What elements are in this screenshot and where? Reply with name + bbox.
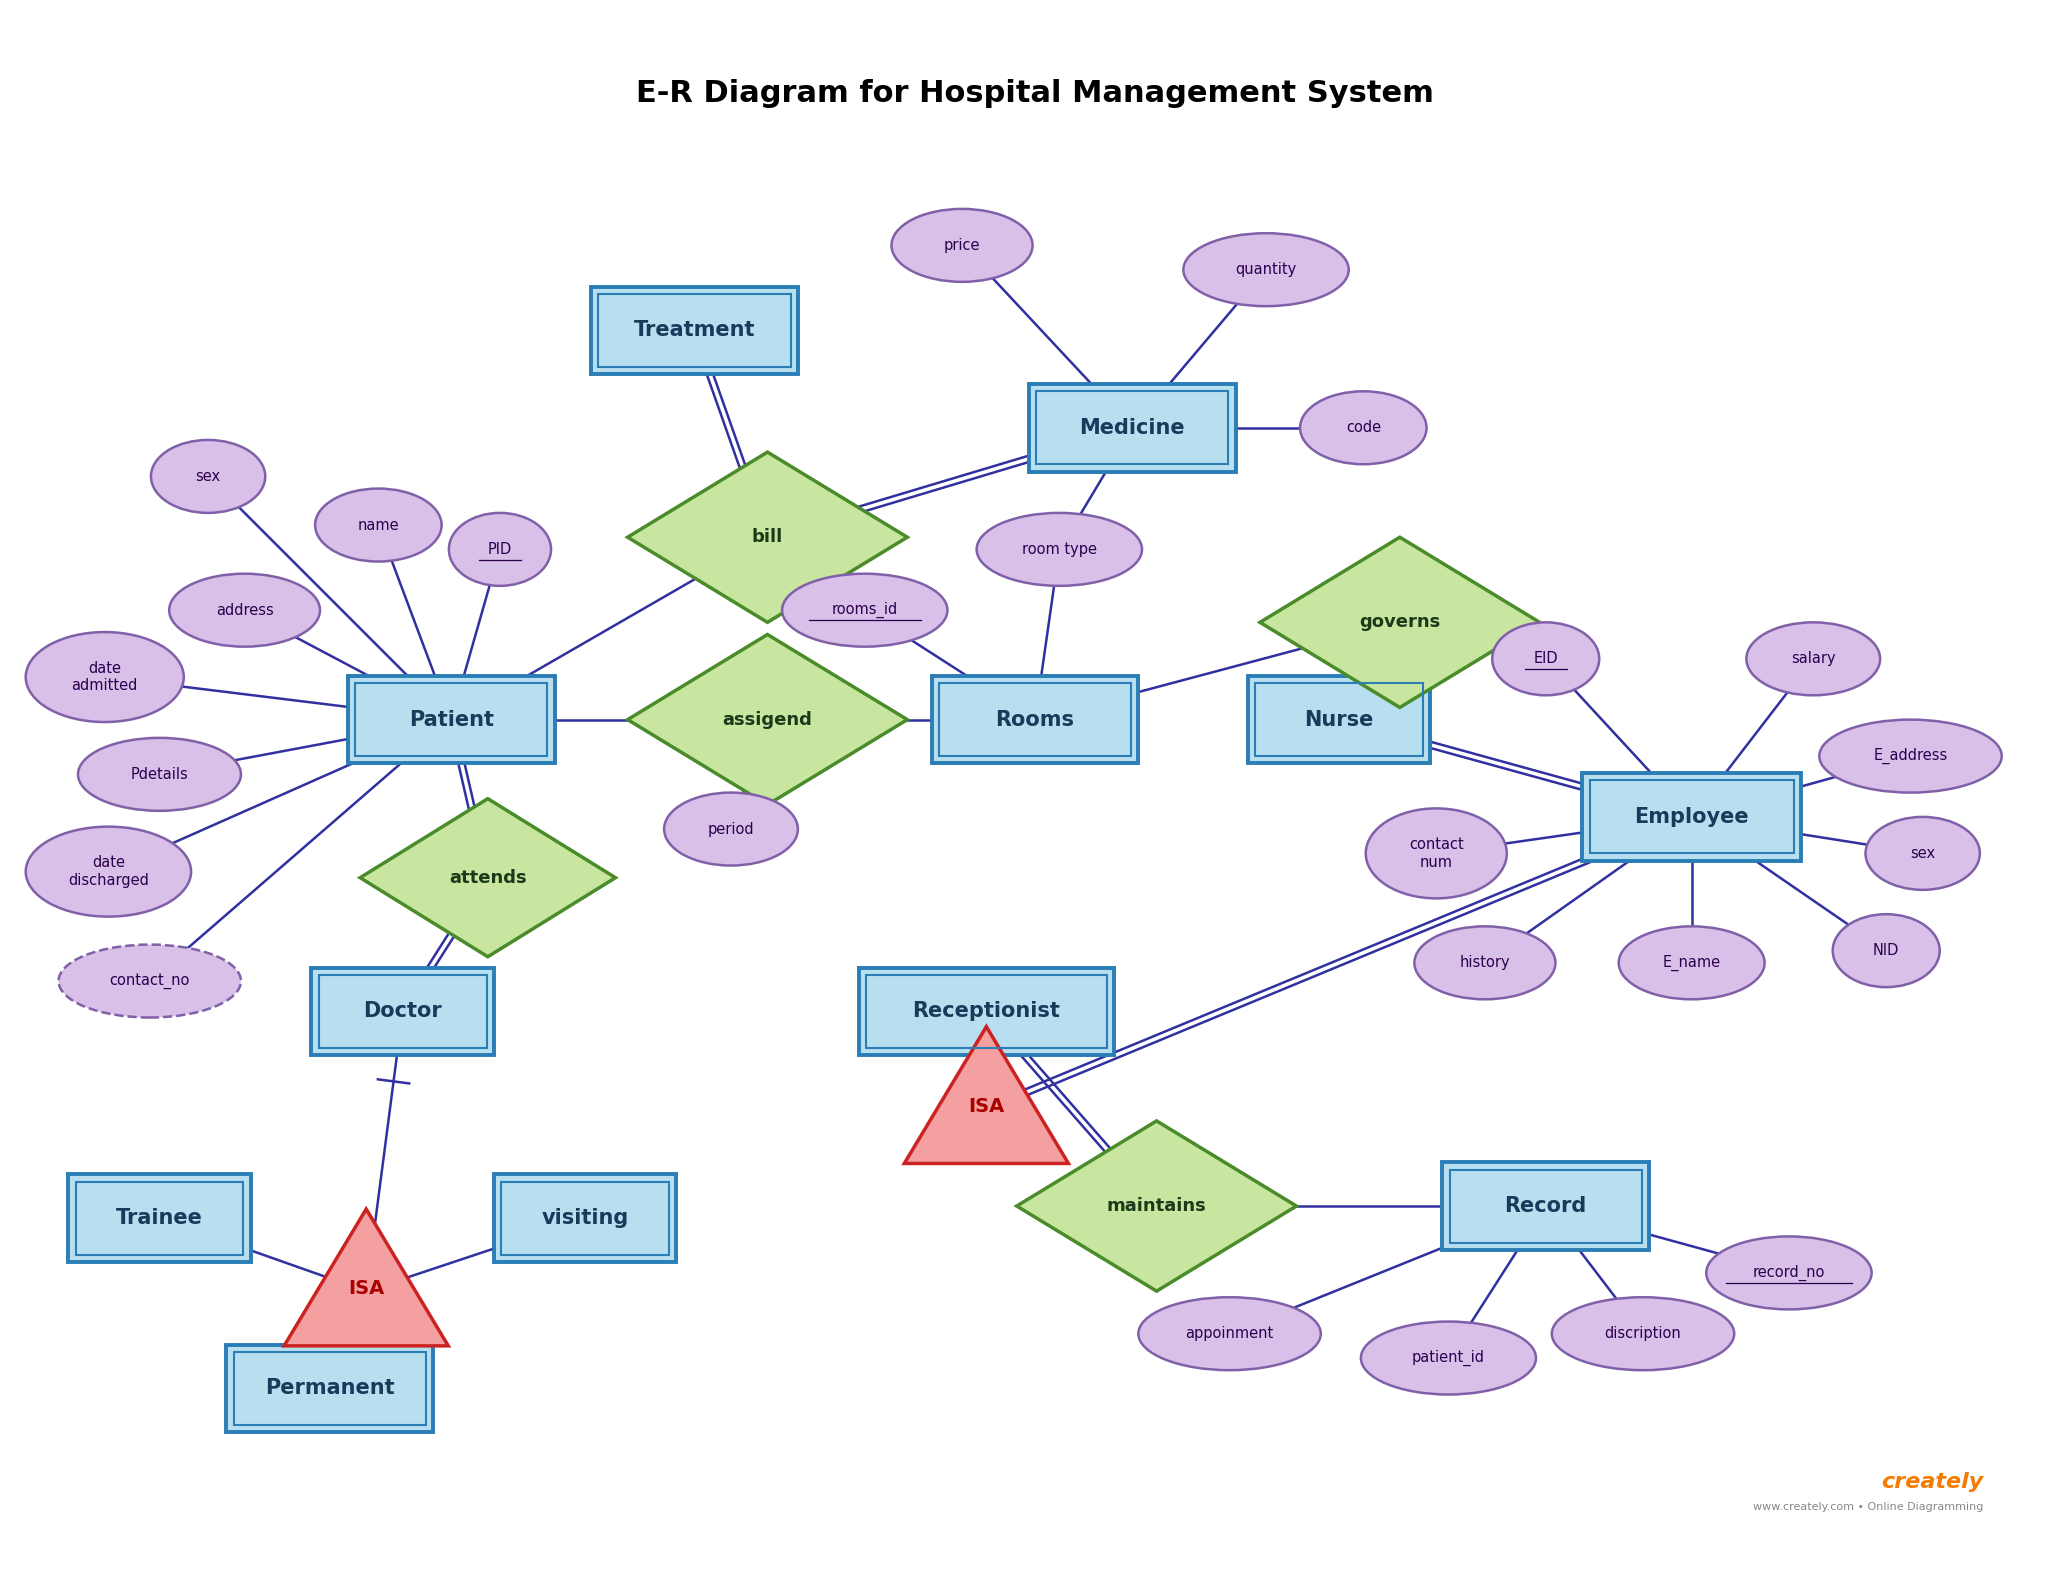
FancyBboxPatch shape — [68, 1175, 250, 1262]
Text: Record: Record — [1505, 1195, 1588, 1216]
Polygon shape — [1261, 538, 1540, 708]
Text: E_name: E_name — [1662, 955, 1720, 971]
Polygon shape — [627, 634, 907, 805]
Text: room type: room type — [1023, 541, 1097, 557]
Text: NID: NID — [1873, 944, 1900, 958]
FancyBboxPatch shape — [226, 1345, 433, 1431]
Text: date
discharged: date discharged — [68, 856, 149, 887]
Polygon shape — [627, 451, 907, 623]
Ellipse shape — [1138, 1298, 1321, 1370]
Ellipse shape — [892, 209, 1033, 282]
Ellipse shape — [1747, 623, 1880, 695]
Polygon shape — [1016, 1122, 1296, 1291]
Ellipse shape — [1820, 719, 2002, 793]
Text: code: code — [1346, 420, 1381, 436]
Ellipse shape — [449, 513, 551, 585]
Text: attends: attends — [449, 868, 526, 887]
Ellipse shape — [1832, 914, 1940, 988]
Text: sex: sex — [1911, 846, 1935, 860]
Ellipse shape — [315, 489, 441, 562]
FancyBboxPatch shape — [932, 676, 1138, 763]
Text: ISA: ISA — [969, 1096, 1004, 1115]
FancyBboxPatch shape — [1029, 384, 1236, 472]
Text: creately: creately — [1882, 1472, 1983, 1491]
Text: discription: discription — [1604, 1326, 1681, 1342]
Ellipse shape — [782, 574, 948, 647]
Text: Doctor: Doctor — [364, 1002, 443, 1021]
FancyBboxPatch shape — [592, 286, 797, 374]
Text: Employee: Employee — [1635, 807, 1749, 827]
Text: Rooms: Rooms — [996, 709, 1074, 730]
Text: Trainee: Trainee — [116, 1208, 203, 1229]
Text: E_address: E_address — [1873, 749, 1948, 764]
Text: E-R Diagram for Hospital Management System: E-R Diagram for Hospital Management Syst… — [635, 79, 1435, 109]
Ellipse shape — [1706, 1236, 1871, 1309]
Text: sex: sex — [195, 469, 221, 484]
FancyBboxPatch shape — [310, 967, 495, 1055]
Ellipse shape — [1300, 392, 1426, 464]
Text: bill: bill — [751, 529, 782, 546]
Text: address: address — [215, 602, 273, 618]
Ellipse shape — [1492, 623, 1600, 695]
FancyBboxPatch shape — [1443, 1162, 1650, 1251]
Text: assigend: assigend — [722, 711, 811, 728]
Text: Pdetails: Pdetails — [130, 768, 188, 782]
Text: record_no: record_no — [1753, 1265, 1826, 1280]
Text: appoinment: appoinment — [1186, 1326, 1273, 1342]
Ellipse shape — [1865, 816, 1979, 890]
Text: ISA: ISA — [348, 1279, 385, 1298]
FancyBboxPatch shape — [495, 1175, 677, 1262]
Text: quantity: quantity — [1236, 263, 1296, 277]
Text: date
admitted: date admitted — [72, 661, 139, 694]
Polygon shape — [360, 799, 615, 956]
Ellipse shape — [1360, 1321, 1536, 1395]
Text: Permanent: Permanent — [265, 1378, 395, 1398]
FancyBboxPatch shape — [1248, 676, 1430, 763]
Text: maintains: maintains — [1107, 1197, 1207, 1214]
Ellipse shape — [79, 738, 240, 810]
Text: PID: PID — [489, 541, 511, 557]
Ellipse shape — [1366, 809, 1507, 898]
Text: salary: salary — [1791, 651, 1836, 667]
Text: period: period — [708, 821, 753, 837]
Ellipse shape — [1552, 1298, 1735, 1370]
Text: www.creately.com • Online Diagramming: www.creately.com • Online Diagramming — [1753, 1502, 1983, 1513]
Text: Treatment: Treatment — [633, 321, 756, 340]
Text: price: price — [944, 238, 981, 253]
Text: contact_no: contact_no — [110, 974, 190, 989]
Ellipse shape — [664, 793, 797, 865]
Ellipse shape — [977, 513, 1143, 585]
Text: governs: governs — [1360, 613, 1441, 631]
Polygon shape — [905, 1027, 1068, 1164]
Ellipse shape — [1184, 233, 1350, 307]
Text: patient_id: patient_id — [1412, 1350, 1484, 1365]
FancyBboxPatch shape — [348, 676, 555, 763]
Ellipse shape — [25, 827, 190, 917]
Text: visiting: visiting — [542, 1208, 629, 1229]
Ellipse shape — [58, 944, 240, 1018]
Ellipse shape — [1619, 926, 1764, 999]
Text: rooms_id: rooms_id — [832, 602, 898, 618]
Text: Receptionist: Receptionist — [913, 1002, 1060, 1021]
FancyBboxPatch shape — [859, 967, 1114, 1055]
Text: name: name — [358, 518, 400, 533]
Ellipse shape — [25, 632, 184, 722]
Text: Nurse: Nurse — [1304, 709, 1374, 730]
FancyBboxPatch shape — [1581, 772, 1801, 860]
Ellipse shape — [170, 574, 321, 647]
Text: EID: EID — [1534, 651, 1559, 667]
Text: contact
num: contact num — [1410, 837, 1463, 870]
Polygon shape — [284, 1210, 449, 1346]
Text: Medicine: Medicine — [1078, 418, 1186, 437]
Ellipse shape — [1414, 926, 1555, 999]
Ellipse shape — [151, 440, 265, 513]
Text: Patient: Patient — [408, 709, 495, 730]
Text: history: history — [1459, 955, 1511, 971]
